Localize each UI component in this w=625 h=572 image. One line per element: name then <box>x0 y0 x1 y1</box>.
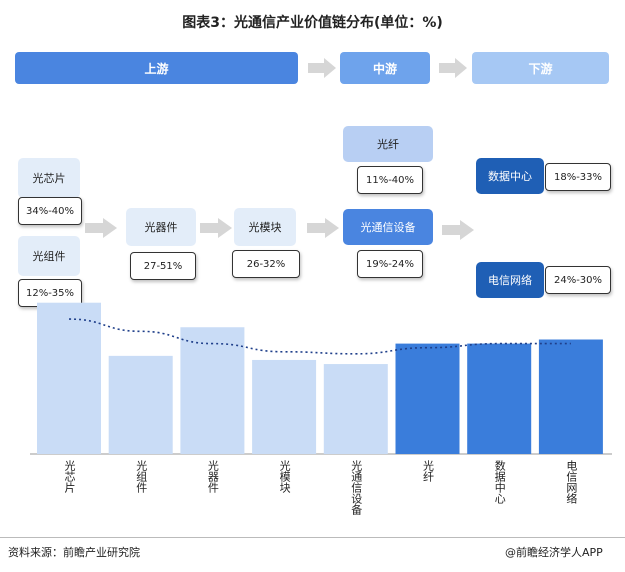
card-device: 光器件 <box>126 208 196 246</box>
bar-2 <box>180 327 245 454</box>
card-chip: 光芯片 <box>18 158 80 198</box>
value-equipment: 19%-24% <box>357 250 423 278</box>
x-tick-label: 光组件 <box>134 460 148 493</box>
x-tick-label: 光纤 <box>421 460 435 482</box>
arrow-right-icon <box>308 58 336 82</box>
stage-upstream: 上游 <box>15 52 298 84</box>
brand-note: @前瞻经济学人APP <box>505 546 603 559</box>
value-fiber: 11%-40% <box>357 166 423 194</box>
value-datacenter: 18%-33% <box>545 163 611 191</box>
value-device: 27-51% <box>130 252 196 280</box>
value-chip: 34%-40% <box>18 197 82 225</box>
bar-0 <box>37 302 101 454</box>
bar-5 <box>395 343 460 454</box>
stage-midstream: 中游 <box>340 52 430 84</box>
card-module: 光模块 <box>234 208 296 246</box>
card-component: 光组件 <box>18 236 80 276</box>
arrow-right-icon <box>200 218 232 242</box>
arrow-right-icon <box>442 220 474 244</box>
arrow-right-icon <box>85 218 117 242</box>
x-tick-label: 光通信设备 <box>349 460 363 515</box>
bar-3 <box>252 359 317 454</box>
x-tick-label: 光模块 <box>278 460 292 493</box>
x-tick-label: 光芯片 <box>63 460 76 493</box>
value-component: 12%-35% <box>18 279 82 307</box>
source-note: 资料来源：前瞻产业研究院 <box>8 546 140 559</box>
x-tick-label: 光器件 <box>206 460 220 493</box>
bar-1 <box>108 355 173 454</box>
stage-downstream: 下游 <box>472 52 609 84</box>
bar-4 <box>323 364 388 454</box>
card-telecom: 电信网络 <box>476 262 544 298</box>
bar-6 <box>467 343 532 454</box>
x-tick-label: 电信网络 <box>564 460 578 504</box>
footer-divider <box>0 537 625 538</box>
chart-title: 图表3：光通信产业价值链分布(单位：%) <box>182 15 443 31</box>
x-tick-label: 数据中心 <box>493 460 507 504</box>
arrow-right-icon <box>307 218 339 242</box>
card-fiber: 光纤 <box>343 126 433 162</box>
value-telecom: 24%-30% <box>545 266 611 294</box>
card-datacenter: 数据中心 <box>476 158 544 194</box>
arrow-right-icon <box>439 58 467 82</box>
value-module: 26-32% <box>232 250 300 278</box>
card-equipment: 光通信设备 <box>343 209 433 245</box>
bar-7 <box>538 339 603 454</box>
trend-line <box>68 318 571 355</box>
